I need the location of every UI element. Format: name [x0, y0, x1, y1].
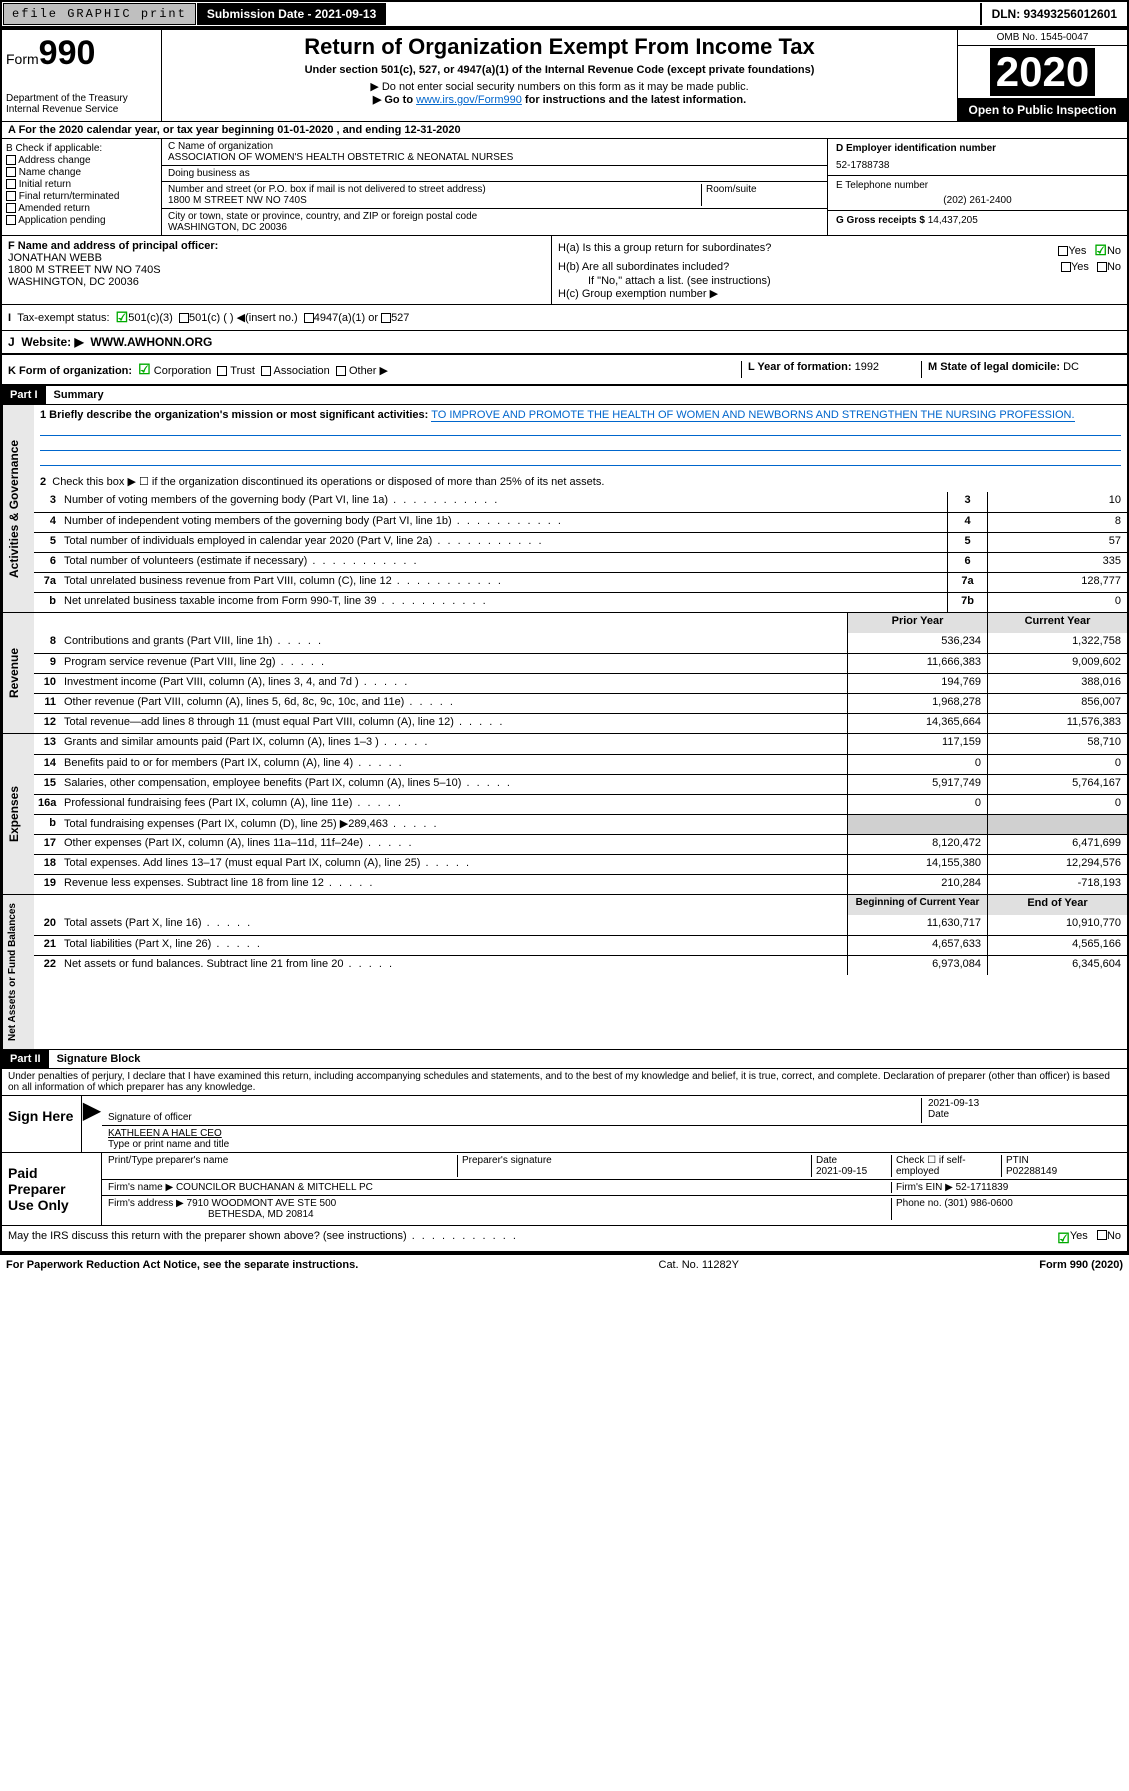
- header-right: OMB No. 1545-0047 2020 Open to Public In…: [957, 30, 1127, 121]
- firm-name: COUNCILOR BUCHANAN & MITCHELL PC: [176, 1182, 373, 1193]
- section-revenue: Revenue Prior YearCurrent Year 8Contribu…: [2, 612, 1127, 733]
- arrow-icon: ▶: [82, 1096, 102, 1152]
- box-c: C Name of organizationASSOCIATION OF WOM…: [162, 139, 827, 235]
- part1-header: Part ISummary: [2, 386, 1127, 405]
- tax-year: 2020: [990, 48, 1095, 96]
- form-title: Return of Organization Exempt From Incom…: [166, 34, 953, 60]
- firm-addr: 7910 WOODMONT AVE STE 500: [187, 1198, 337, 1209]
- row-j-website: J Website: ▶ WWW.AWHONN.ORG: [2, 331, 1127, 355]
- h-b-yes[interactable]: Yes: [1061, 261, 1089, 273]
- footer: For Paperwork Reduction Act Notice, see …: [0, 1255, 1129, 1275]
- officer-name-title: KATHLEEN A HALE CEO: [108, 1128, 229, 1139]
- dept-treasury: Department of the Treasury Internal Reve…: [6, 93, 157, 115]
- chk-527[interactable]: [381, 313, 391, 323]
- form-subtitle: Under section 501(c), 527, or 4947(a)(1)…: [166, 64, 953, 76]
- chk-501c3[interactable]: ☑: [116, 309, 129, 326]
- row-klm: K Form of organization: ☑ Corporation Tr…: [2, 355, 1127, 386]
- discuss-row: May the IRS discuss this return with the…: [2, 1226, 1127, 1253]
- chk-4947[interactable]: [304, 313, 314, 323]
- state-domicile: DC: [1063, 361, 1079, 373]
- box-h: H(a) Is this a group return for subordin…: [552, 236, 1127, 304]
- org-name: ASSOCIATION OF WOMEN'S HEALTH OBSTETRIC …: [168, 152, 821, 163]
- ptin: P02288149: [1006, 1166, 1057, 1177]
- sig-declaration: Under penalties of perjury, I declare th…: [2, 1069, 1127, 1096]
- box-f: F Name and address of principal officer:…: [2, 236, 552, 304]
- paid-preparer-row: Paid Preparer Use Only Print/Type prepar…: [2, 1153, 1127, 1226]
- chk-other[interactable]: [336, 366, 346, 376]
- section-governance: Activities & Governance 1 Briefly descri…: [2, 405, 1127, 612]
- efile-print-button[interactable]: efile GRAPHIC print: [3, 3, 196, 25]
- submission-date: Submission Date - 2021-09-13: [197, 3, 386, 25]
- sign-here-row: Sign Here ▶ Signature of officer2021-09-…: [2, 1096, 1127, 1153]
- part2-header: Part IISignature Block: [2, 1049, 1127, 1069]
- org-city: WASHINGTON, DC 20036: [168, 222, 477, 233]
- header-left: Form990 Department of the Treasury Inter…: [2, 30, 162, 121]
- box-b: B Check if applicable: Address change Na…: [2, 139, 162, 235]
- gross-receipts: 14,437,205: [928, 215, 978, 226]
- dln: DLN: 93493256012601: [980, 3, 1127, 25]
- discuss-no[interactable]: [1097, 1230, 1107, 1240]
- room-suite: Room/suite: [701, 184, 821, 206]
- website-url: WWW.AWHONN.ORG: [90, 335, 212, 349]
- section-net-assets: Net Assets or Fund Balances Beginning of…: [2, 894, 1127, 1049]
- form-990: Form990 Department of the Treasury Inter…: [0, 28, 1129, 1255]
- topbar: efile GRAPHIC print Submission Date - 20…: [0, 0, 1129, 28]
- note-link: ▶ Go to www.irs.gov/Form990 for instruct…: [166, 93, 953, 106]
- row-a-tax-year: A For the 2020 calendar year, or tax yea…: [2, 122, 1127, 139]
- note-ssn: ▶ Do not enter social security numbers o…: [166, 80, 953, 93]
- form-header: Form990 Department of the Treasury Inter…: [2, 30, 1127, 122]
- form-number: 990: [39, 34, 96, 72]
- discuss-yes[interactable]: ☑: [1057, 1230, 1070, 1247]
- mission-text: TO IMPROVE AND PROMOTE THE HEALTH OF WOM…: [431, 409, 1074, 422]
- chk-assoc[interactable]: [261, 366, 271, 376]
- h-a-no[interactable]: ☑No: [1094, 242, 1121, 259]
- h-b-no[interactable]: No: [1097, 261, 1121, 273]
- section-bcde: B Check if applicable: Address change Na…: [2, 139, 1127, 236]
- chk-501c[interactable]: [179, 313, 189, 323]
- chk-address-change[interactable]: Address change: [6, 155, 157, 166]
- prep-date: 2021-09-15: [816, 1166, 867, 1177]
- open-inspection: Open to Public Inspection: [958, 99, 1127, 121]
- chk-name-change[interactable]: Name change: [6, 167, 157, 178]
- chk-initial-return[interactable]: Initial return: [6, 179, 157, 190]
- section-fh: F Name and address of principal officer:…: [2, 236, 1127, 305]
- officer-name: JONATHAN WEBB: [8, 252, 545, 264]
- irs-link[interactable]: www.irs.gov/Form990: [416, 94, 522, 106]
- chk-corp[interactable]: ☑: [138, 361, 151, 377]
- firm-ein: 52-1711839: [956, 1182, 1009, 1193]
- header-mid: Return of Organization Exempt From Incom…: [162, 30, 957, 121]
- row-i-tax-status: I Tax-exempt status: ☑ 501(c)(3) 501(c) …: [2, 305, 1127, 331]
- ein: 52-1788738: [836, 160, 1119, 171]
- chk-app-pending[interactable]: Application pending: [6, 215, 157, 226]
- chk-trust[interactable]: [217, 366, 227, 376]
- box-de: D Employer identification number52-17887…: [827, 139, 1127, 235]
- officer-addr: 1800 M STREET NW NO 740S WASHINGTON, DC …: [8, 264, 545, 288]
- h-a-yes[interactable]: Yes: [1058, 242, 1086, 259]
- omb-no: OMB No. 1545-0047: [958, 30, 1127, 46]
- telephone: (202) 261-2400: [836, 195, 1119, 206]
- org-address: 1800 M STREET NW NO 740S: [168, 195, 701, 206]
- firm-phone: (301) 986-0600: [944, 1198, 1012, 1209]
- year-formation: 1992: [855, 361, 879, 373]
- chk-amended-return[interactable]: Amended return: [6, 203, 157, 214]
- section-expenses: Expenses 13Grants and similar amounts pa…: [2, 733, 1127, 894]
- chk-final-return[interactable]: Final return/terminated: [6, 191, 157, 202]
- sig-date: 2021-09-13: [928, 1098, 1121, 1109]
